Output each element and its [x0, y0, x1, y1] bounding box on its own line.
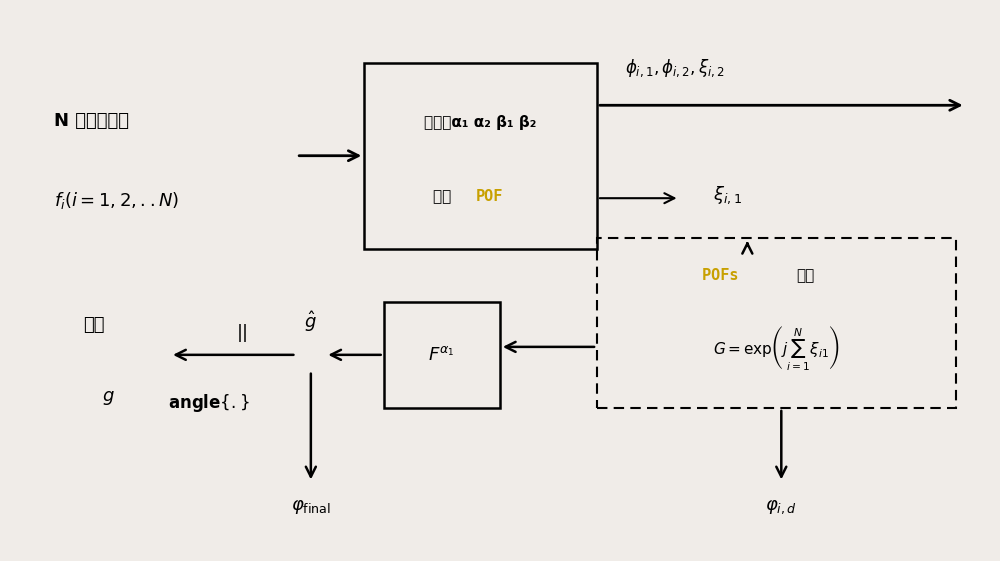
Text: 用阶数α₁ α₂ β₁ β₂: 用阶数α₁ α₂ β₁ β₂ — [424, 115, 537, 130]
Bar — [364, 63, 597, 249]
Text: $\hat{g}$: $\hat{g}$ — [304, 309, 317, 334]
Text: $\varphi_{i,d}$: $\varphi_{i,d}$ — [765, 498, 797, 516]
Text: 调制: 调制 — [796, 268, 814, 283]
Text: POF: POF — [476, 189, 503, 204]
Text: $F^{\alpha_1}$: $F^{\alpha_1}$ — [428, 346, 455, 364]
Text: N 幅原始图像: N 幅原始图像 — [54, 112, 129, 130]
Text: $\phi_{i,1},\phi_{i,2},\xi_{i,2}$: $\phi_{i,1},\phi_{i,2},\xi_{i,2}$ — [625, 57, 725, 79]
Text: POFs: POFs — [702, 268, 747, 283]
Text: $\xi_{i,1}$: $\xi_{i,1}$ — [713, 185, 742, 206]
Text: $\mathbf{angle}\{.\}$: $\mathbf{angle}\{.\}$ — [168, 392, 250, 413]
Text: ||: || — [237, 324, 249, 342]
Text: $\varphi_{\mathrm{final}}$: $\varphi_{\mathrm{final}}$ — [291, 498, 331, 516]
Bar — [597, 238, 956, 408]
Text: $f_i(i=1,2,..N)$: $f_i(i=1,2,..N)$ — [54, 190, 179, 211]
Text: 密文: 密文 — [83, 316, 104, 334]
Text: g: g — [102, 387, 114, 404]
Text: 提取: 提取 — [433, 189, 456, 204]
Bar — [384, 302, 500, 408]
Text: $G = \exp\!\left(j\sum_{i=1}^{N}\xi_{i1}\right)$: $G = \exp\!\left(j\sum_{i=1}^{N}\xi_{i1}… — [713, 324, 840, 373]
